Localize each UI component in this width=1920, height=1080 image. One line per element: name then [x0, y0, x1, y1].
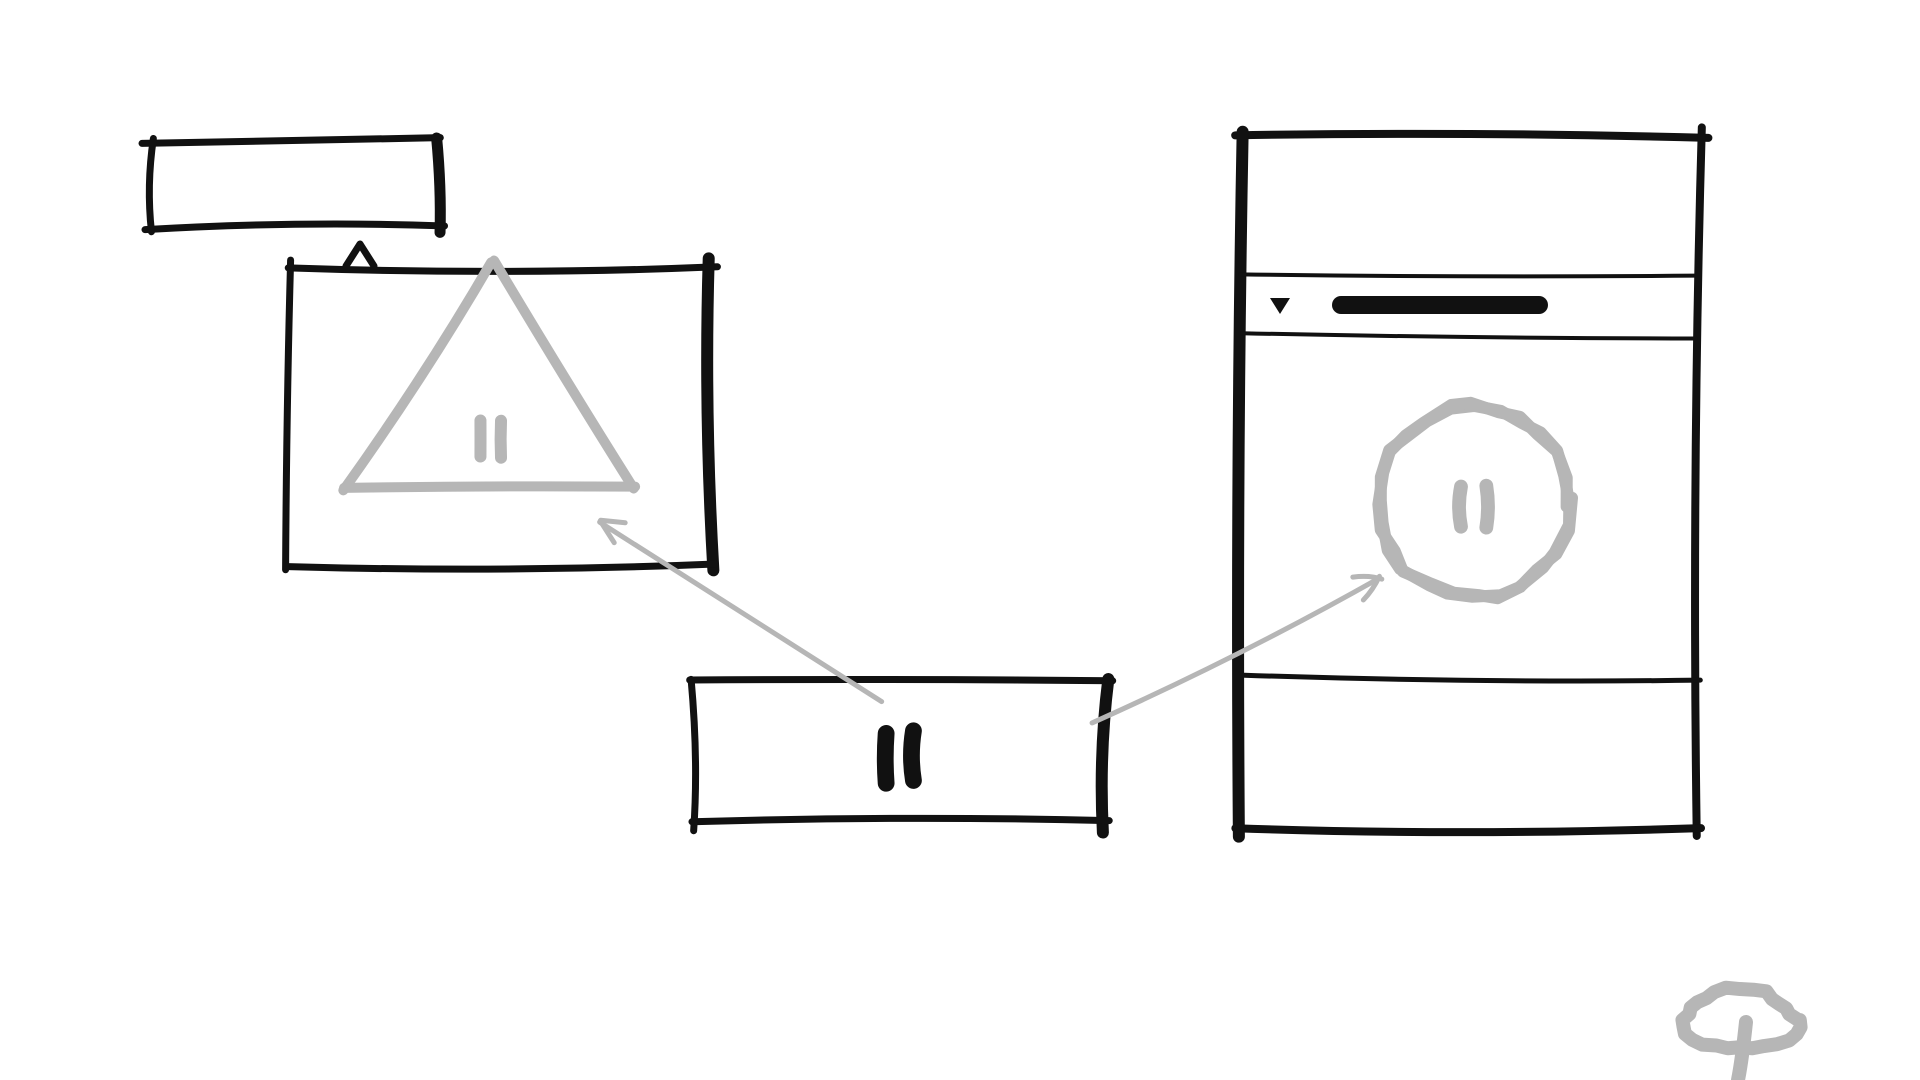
popover-box: [286, 258, 718, 570]
rough-line: [145, 224, 445, 230]
dropdown-value-placeholder[interactable]: [1332, 296, 1548, 314]
rough-line: [1102, 679, 1109, 833]
rough-line: [707, 258, 713, 570]
rough-line: [286, 260, 291, 570]
device-frame: [1235, 127, 1708, 836]
rough-line: [494, 261, 634, 489]
rough-line: [142, 138, 440, 144]
device-header-divider: [1240, 274, 1695, 276]
rough-line: [691, 679, 695, 830]
rough-line: [1235, 828, 1701, 832]
center-box: [690, 679, 1113, 833]
popover-pointer-icon: [346, 244, 374, 266]
rough-line: [1235, 134, 1708, 138]
circle-face-icon: [1378, 403, 1572, 598]
eyes-icon: [1459, 486, 1488, 528]
rough-line: [344, 486, 635, 487]
rough-line: [149, 138, 153, 231]
eyes-icon: [480, 421, 501, 458]
rough-line: [1695, 127, 1702, 836]
warning-triangle-icon: [343, 261, 635, 491]
rough-line: [288, 564, 715, 569]
device-bar-divider: [1242, 333, 1696, 338]
rough-line: [601, 520, 626, 522]
device-footer-divider: [1244, 675, 1700, 681]
rough-line: [343, 262, 491, 490]
dropdown-caret-icon[interactable]: [1270, 298, 1290, 314]
rough-line: [690, 679, 1113, 680]
rough-line: [600, 522, 882, 701]
rough-line: [1353, 576, 1382, 579]
small-top-box: [142, 138, 445, 233]
signature-scribble-icon: [1682, 988, 1800, 1080]
rough-line: [1238, 132, 1243, 837]
arrow-to-triangle: [600, 520, 882, 701]
rough-line: [437, 138, 441, 232]
rough-line: [692, 818, 1109, 821]
eyes-icon: [885, 731, 913, 783]
